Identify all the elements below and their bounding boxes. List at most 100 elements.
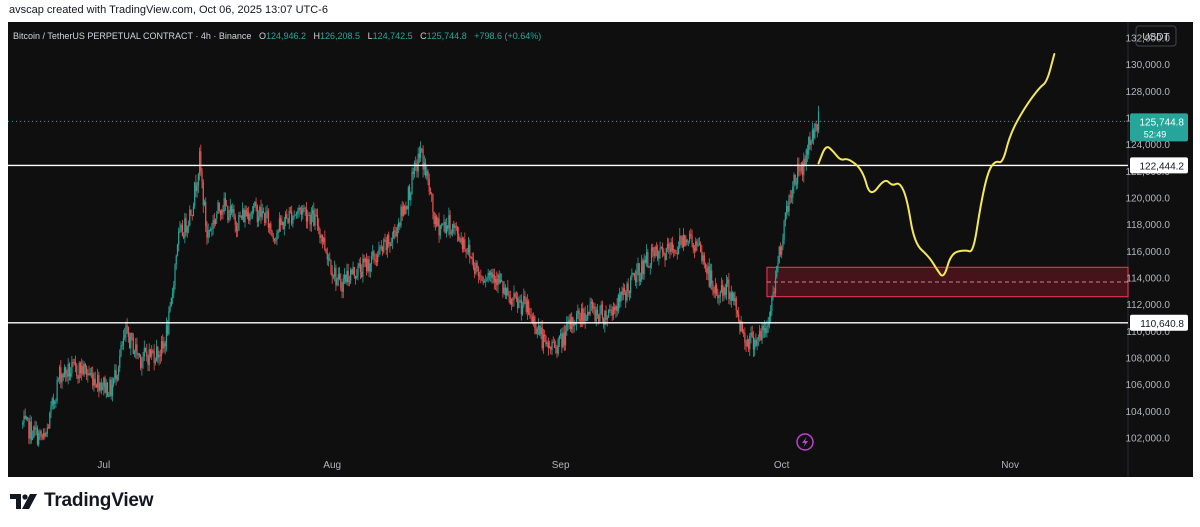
horizontal-levels[interactable] — [8, 120, 1128, 324]
candle-body — [386, 234, 389, 251]
candle-body — [501, 279, 503, 282]
candle-body — [604, 310, 606, 325]
price-chart[interactable]: USDT Bitcoin / TetherUS PERPETUAL CONTRA… — [8, 22, 1193, 477]
candle-body — [773, 291, 775, 293]
time-axis[interactable]: Jul Aug Sep Oct Nov — [97, 460, 1019, 471]
candle-body — [603, 318, 605, 325]
candle-body — [418, 153, 421, 158]
candle-body — [766, 326, 768, 334]
candle-body — [434, 216, 436, 225]
candle-body — [671, 242, 673, 251]
chart-area[interactable]: USDT Bitcoin / TetherUS PERPETUAL CONTRA… — [8, 22, 1193, 477]
candle-body — [575, 313, 578, 325]
candle-body — [551, 341, 553, 350]
candle-body — [784, 212, 786, 221]
candle-body — [427, 171, 429, 179]
candle-body — [40, 431, 42, 437]
candle-body — [785, 205, 788, 213]
candle-body — [77, 376, 79, 379]
candle-body — [471, 257, 473, 259]
candle-body — [173, 285, 175, 294]
candle-body — [179, 228, 181, 232]
candle-body — [504, 287, 506, 296]
candle-body — [661, 246, 664, 252]
candle-body — [147, 356, 149, 365]
candle-body — [34, 426, 36, 430]
candle-body — [490, 272, 492, 276]
candle-body — [720, 284, 723, 292]
candle-body — [410, 193, 412, 201]
open-value: 124,946.2 — [266, 31, 306, 41]
candle-body — [411, 171, 413, 194]
candle-body — [116, 375, 118, 380]
candle-body — [346, 270, 348, 283]
candle-body — [768, 317, 771, 325]
candle-body — [144, 348, 147, 352]
candle-body — [270, 223, 272, 231]
candle-body — [561, 333, 563, 348]
candle-body — [25, 417, 28, 420]
candle-body — [428, 178, 430, 192]
candle-body — [24, 415, 26, 420]
candle-body — [222, 210, 224, 212]
candle-body — [463, 239, 465, 250]
candle-body — [332, 276, 335, 278]
candle-body — [299, 207, 301, 210]
candle-body — [480, 275, 482, 277]
candle-body — [513, 293, 515, 300]
candle-body — [413, 163, 416, 174]
candle-body — [276, 233, 278, 240]
candle-body — [415, 163, 417, 165]
candle-body — [741, 321, 743, 332]
candle-body — [163, 343, 165, 349]
candle-body — [555, 347, 557, 349]
candle-body — [384, 239, 386, 241]
candle-body — [336, 279, 338, 285]
lightning-icon[interactable] — [796, 433, 814, 451]
candle-body — [606, 317, 608, 320]
current-price-tag-bg — [1130, 113, 1188, 142]
candle-body — [99, 383, 101, 391]
candle-body — [638, 263, 640, 282]
price-axis[interactable]: 102,000.0 104,000.0 106,000.0 108,000.0 110,… — [1126, 34, 1171, 445]
candle-body — [493, 274, 495, 283]
candle-body — [198, 151, 201, 175]
candle-body — [240, 216, 242, 218]
candle-body — [698, 243, 701, 245]
candle-body — [691, 235, 693, 244]
candle-body — [126, 325, 128, 327]
candle-body — [423, 162, 425, 170]
candle-body — [459, 240, 461, 243]
candle-body — [184, 218, 186, 238]
candle-body — [560, 333, 562, 336]
candle-body — [633, 273, 635, 278]
candle-body — [600, 304, 602, 314]
candle-body — [229, 205, 231, 218]
candle-body — [806, 149, 809, 155]
candle-body — [740, 321, 742, 332]
candle-body — [234, 216, 236, 225]
candle-body — [185, 218, 187, 233]
candle-body — [648, 266, 650, 268]
candle-body — [435, 216, 438, 226]
candle-body — [373, 251, 375, 260]
candle-body — [238, 215, 240, 231]
candle-body — [485, 280, 487, 282]
candle-body — [165, 325, 168, 347]
candle-body — [556, 347, 558, 354]
candle-body — [729, 292, 731, 299]
candle-body — [771, 296, 773, 311]
candle-body — [230, 205, 233, 213]
x-tick-label: Oct — [774, 460, 790, 471]
candle-body — [65, 367, 67, 375]
candle-body — [104, 377, 106, 393]
candle-body — [712, 283, 714, 291]
support-tag-text: 110,640.8 — [1140, 319, 1184, 330]
candle-body — [736, 310, 739, 314]
candle-body — [241, 209, 244, 218]
candle-body — [167, 325, 169, 334]
candle-body — [680, 235, 682, 238]
currency-button[interactable] — [1135, 25, 1177, 47]
candle-body — [552, 341, 554, 343]
candle-body — [730, 292, 732, 301]
